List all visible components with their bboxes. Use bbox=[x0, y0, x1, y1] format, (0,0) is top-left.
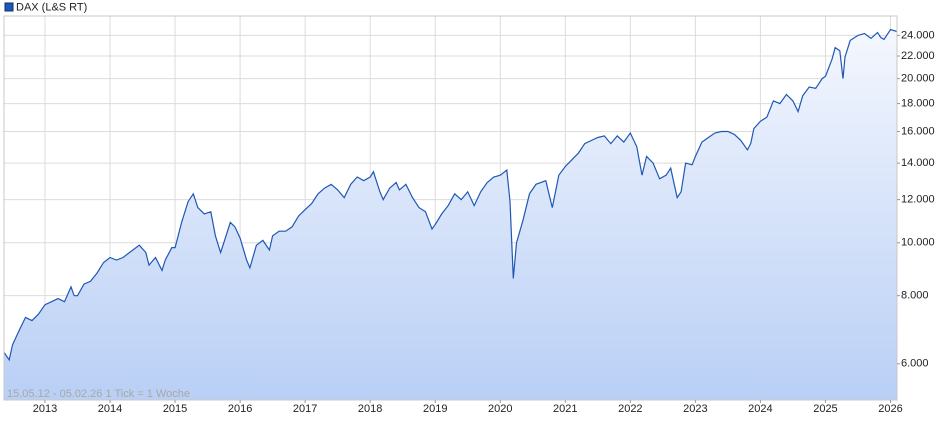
y-tick-label: 12.000 bbox=[901, 194, 935, 206]
y-tick-label: 18.000 bbox=[901, 97, 935, 109]
legend-swatch bbox=[4, 2, 14, 12]
x-tick-label: 2016 bbox=[228, 403, 252, 415]
x-tick-label: 2023 bbox=[683, 403, 707, 415]
x-tick-label: 2021 bbox=[553, 403, 577, 415]
y-tick-label: 16.000 bbox=[901, 125, 935, 137]
y-tick-label: 22.000 bbox=[901, 50, 935, 62]
y-tick-label: 6.000 bbox=[901, 358, 929, 370]
plot-border bbox=[3, 15, 898, 401]
x-tick-label: 2015 bbox=[163, 403, 187, 415]
x-tick-label: 2024 bbox=[748, 403, 772, 415]
y-tick-label: 14.000 bbox=[901, 157, 935, 169]
y-tick-label: 20.000 bbox=[901, 73, 935, 85]
x-tick-label: 2018 bbox=[358, 403, 382, 415]
x-tick-label: 2026 bbox=[878, 403, 902, 415]
plot-area bbox=[3, 16, 898, 400]
x-tick-label: 2019 bbox=[423, 403, 447, 415]
x-tick-label: 2022 bbox=[618, 403, 642, 415]
area bbox=[4, 29, 897, 400]
x-tick-label: 2013 bbox=[33, 403, 57, 415]
price-line bbox=[3, 28, 898, 362]
legend-label: DAX (L&S RT) bbox=[16, 1, 87, 13]
x-tick-label: 2025 bbox=[813, 403, 837, 415]
x-tick-label: 2014 bbox=[98, 403, 122, 415]
y-tick-label: 8.000 bbox=[901, 290, 929, 302]
y-tick-label: 10.000 bbox=[901, 237, 935, 249]
range-note: 15.05.12 - 05.02.26 1 Tick = 1 Woche bbox=[7, 388, 190, 400]
x-tick-label: 2017 bbox=[293, 403, 317, 415]
x-tick-label: 2020 bbox=[488, 403, 512, 415]
y-tick-label: 24.000 bbox=[901, 29, 935, 41]
